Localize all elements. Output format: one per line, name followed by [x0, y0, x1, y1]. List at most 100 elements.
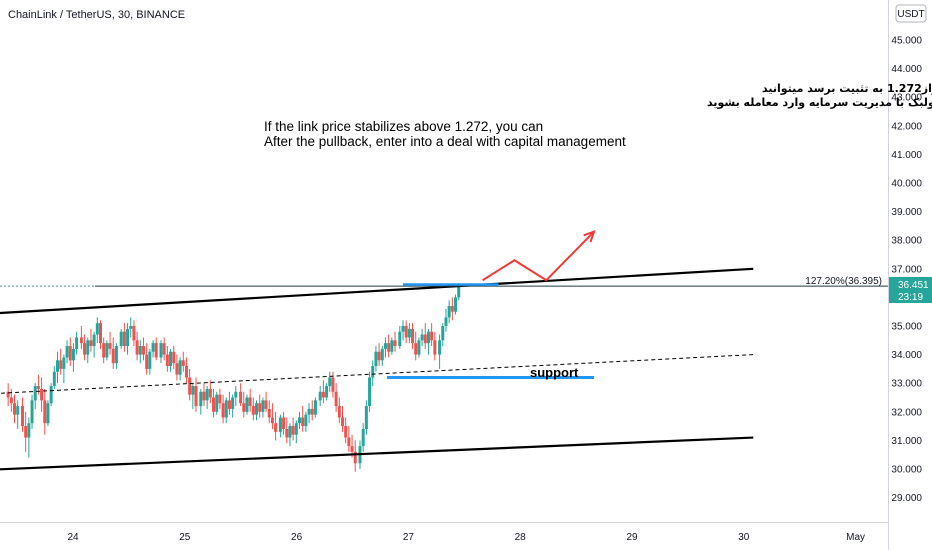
candle-body [414, 343, 418, 355]
projection-arrow[interactable] [482, 230, 595, 282]
candle-body [454, 297, 458, 312]
candle-body [86, 340, 90, 355]
candle-body [188, 377, 192, 395]
x-tick-label: 29 [626, 532, 638, 543]
y-tick-label: 37.000 [891, 264, 922, 275]
y-tick-label: 39.000 [891, 207, 922, 218]
candle-body [111, 348, 115, 364]
y-tick-label: 44.000 [891, 64, 922, 75]
x-tick-label: 28 [515, 532, 527, 543]
candle-body [181, 360, 185, 367]
candle-body [20, 406, 24, 427]
candle-body [83, 343, 87, 355]
candle-body [380, 348, 384, 361]
candle-body [337, 406, 341, 418]
candle-body [325, 386, 329, 398]
candle-body [294, 423, 298, 435]
candle-body [313, 400, 317, 415]
candle-body [340, 417, 344, 427]
candle-body [33, 386, 37, 401]
candle-body [135, 340, 139, 355]
candle-body [68, 346, 72, 361]
candle-body [447, 305, 451, 318]
candle-body [6, 391, 10, 398]
candle-body [383, 343, 387, 349]
candle-body [49, 386, 53, 404]
candle-body [62, 357, 66, 369]
candle-body [270, 417, 274, 424]
x-tick-label: 25 [179, 532, 191, 543]
candle-body [423, 334, 427, 344]
candle-body [264, 400, 268, 409]
candle-body [231, 397, 235, 409]
candle-body [353, 451, 357, 464]
candle-body [199, 391, 203, 407]
candle-body [245, 397, 249, 412]
candle-body [212, 397, 216, 412]
candle-body [411, 328, 415, 344]
y-tick-label: 40.000 [891, 179, 922, 190]
candle-body [36, 386, 40, 389]
candle-body [274, 423, 278, 432]
x-axis-ticks: 24 25 26 27 28 29 30 May [67, 532, 865, 543]
candle-body [205, 388, 209, 401]
candle-body [40, 388, 44, 401]
candle-body [71, 348, 75, 361]
candle-body [202, 391, 206, 401]
candle-body [169, 351, 173, 367]
candle-body [172, 351, 176, 364]
y-tick-label: 45.000 [891, 36, 922, 47]
candle-body [441, 326, 445, 341]
candle-body [194, 386, 198, 407]
candle-body [457, 284, 461, 298]
candle-body [16, 406, 20, 415]
candle-body [224, 400, 228, 418]
candle-body [13, 403, 17, 415]
candle-body [27, 423, 31, 438]
candle-body [387, 343, 391, 352]
candle-body [438, 340, 442, 355]
candle-body [350, 446, 354, 452]
chart-drawings [0, 229, 888, 471]
candle-body [95, 323, 99, 335]
countdown-value: 23:19 [898, 292, 923, 303]
candle-body [398, 331, 402, 347]
candle-body [328, 377, 332, 387]
candle-body [401, 326, 405, 332]
y-tick-label: 42.000 [891, 121, 922, 132]
candle-body [148, 351, 152, 369]
candle-body [248, 397, 252, 407]
candle-body [30, 400, 34, 424]
y-tick-label: 35.000 [891, 322, 922, 333]
candle-body [208, 388, 212, 398]
candle-body [301, 417, 305, 427]
currency-badge[interactable]: USDT [895, 4, 927, 23]
candle-body [98, 323, 102, 344]
candle-body [404, 326, 408, 338]
candle-body [298, 417, 302, 424]
candle-body [145, 354, 149, 369]
candle-body [288, 426, 292, 438]
candle-body [138, 346, 142, 355]
candle-body [221, 403, 225, 418]
candle-body [450, 305, 454, 312]
plot-area[interactable] [0, 0, 888, 522]
candle-body [129, 326, 133, 329]
candle-body [321, 391, 325, 398]
candle-body [89, 340, 93, 347]
candle-body [285, 428, 289, 438]
candle-body [318, 391, 322, 401]
candlestick-series [6, 283, 461, 472]
note-fa-line1: قیمت لینک اگر به بالای تراز1.272 به تثبی… [762, 82, 932, 95]
upper-channel-line[interactable] [0, 267, 754, 315]
y-tick-label: 31.000 [891, 436, 922, 447]
lower-channel-line[interactable] [0, 436, 754, 471]
symbol-title[interactable]: ChainLink / TetherUS, 30, BINANCE [8, 9, 185, 21]
candle-body [65, 346, 69, 358]
candle-body [24, 426, 28, 438]
candle-body [344, 426, 348, 438]
candle-body [239, 391, 243, 404]
candle-body [151, 343, 155, 352]
candle-body [227, 400, 231, 409]
